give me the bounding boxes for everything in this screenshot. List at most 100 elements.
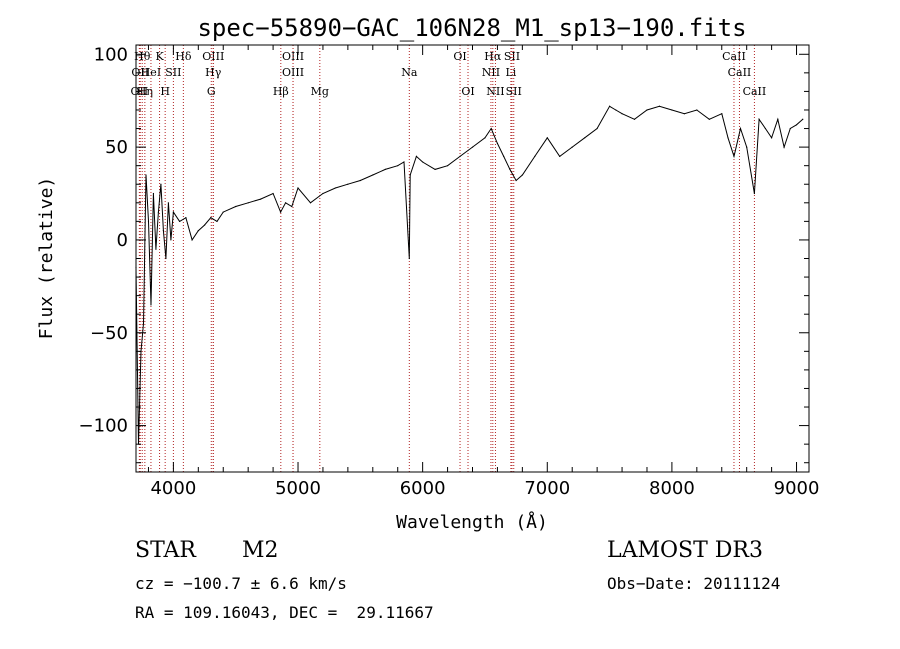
spectral-line-label: Hα [484,50,502,63]
spectrum-point [571,146,573,148]
spectral-line-label: G [207,85,216,98]
spectrum-point [284,202,287,204]
spectrum-point [721,113,723,115]
spectral-line-label: SII [506,85,522,98]
spectrum-point [696,109,698,111]
spectrum-point [152,192,155,195]
spectrum-point [534,155,536,157]
spectrum-point [783,146,785,148]
spectrum-point [197,230,199,232]
spectrum-point [559,155,561,157]
observation-date: Obs−Date: 20111124 [607,574,781,593]
spectrum-point [646,109,648,111]
spectrum-point [471,146,474,148]
spectrum-point [291,205,293,208]
spectrum-point [521,174,523,176]
spectrum-point [247,202,249,204]
spectrum-point [608,105,611,107]
x-axis: 4000 5000 6000 7000 8000 9000 [147,45,819,499]
x-tick-label: 4000 [150,478,196,499]
spectrum-point [172,211,174,213]
x-axis-label: Wavelength (Å) [396,511,548,533]
spectrum-point [347,183,349,185]
spectrum-point [359,179,361,182]
spectrum-point [509,168,511,170]
redshift-cz: cz = −100.7 ± 6.6 km/s [135,574,347,593]
spectrum-point [334,187,337,189]
spectrum-point [777,118,779,120]
spectrum-point [764,127,766,130]
spectrum-point [496,142,499,144]
spectrum-series [135,105,804,445]
spectrum-point [222,211,224,213]
spectrum-point [415,155,418,157]
spectrum-point [584,137,586,139]
spectrum-point [203,224,206,226]
spectral-line-label: HeI [141,66,161,79]
spectrum-point [216,220,218,222]
spectral-line-label: OIII [282,66,304,79]
spectrum-point [633,118,636,120]
spectrum-point [490,127,492,130]
spectrum-point [683,113,685,115]
survey-name: LAMOST DR3 [607,538,763,563]
spectral-line-label: NII [486,85,504,98]
spectrum-point [621,113,623,115]
spectral-line-label: OI [461,85,474,98]
spectrum-point [503,155,505,157]
spectrum-point [235,205,237,208]
spectrum-point [422,161,424,163]
spectrum-point [408,257,410,260]
spectrum-point [210,217,212,219]
y-axis: 100 50 0 −50 −100 [79,44,809,464]
y-axis-label: Flux (relative) [36,177,57,340]
y-tick-label: 0 [117,230,128,251]
plot-frame [135,44,810,473]
spectrum-point [739,127,742,130]
spectral-line-label: CaII [722,50,746,63]
spectrum-point [733,155,735,157]
spectrum-point [279,211,282,213]
spectrum-point [795,124,798,126]
spectrum-point [150,304,152,306]
y-tick-label: −100 [79,416,128,437]
spectral-line-label: Hθ [134,50,151,63]
spectral-line-label: Hδ [175,50,192,63]
spectrum-point [160,183,162,185]
spectrum-point [758,118,760,120]
spectral-line-label: NII [482,66,500,79]
spectrum-point [142,322,145,325]
spectrum-point [297,187,299,189]
spectral-line-label: SII [165,66,181,79]
object-class: STAR [135,538,196,563]
x-tick-label: 6000 [400,478,446,499]
spectrum-point [403,161,405,163]
spectrum-point [446,165,449,167]
spectrum-point [191,239,193,241]
spectral-line-label: Hγ [205,66,222,79]
spectrum-point [771,137,773,139]
spectrum-point [372,174,374,176]
spectrum-point [170,239,172,241]
spectrum-point [708,118,710,120]
spectrum-point [185,217,187,219]
spectral-line-label: H [160,85,170,98]
spectrum-point [484,137,486,139]
spectral-line-label: CaII [743,85,767,98]
spectrum-point [309,202,312,204]
x-tick-label: 5000 [275,478,321,499]
spectrum-point [615,109,617,111]
x-tick-label: 7000 [524,478,570,499]
spectrum-point [658,105,661,107]
spectral-line-label: K [155,50,164,63]
y-tick-label: −50 [90,323,128,344]
spectral-line-label: Hη [137,85,153,98]
chart-title: spec−55890−GAC_106N28_M1_sp13−190.fits [197,14,746,42]
spectral-line-label: OI [453,50,466,63]
spectrum-point [165,257,167,260]
spectrum-point [179,220,181,222]
spectrum-point [384,168,386,170]
spectrum-point [409,174,411,176]
